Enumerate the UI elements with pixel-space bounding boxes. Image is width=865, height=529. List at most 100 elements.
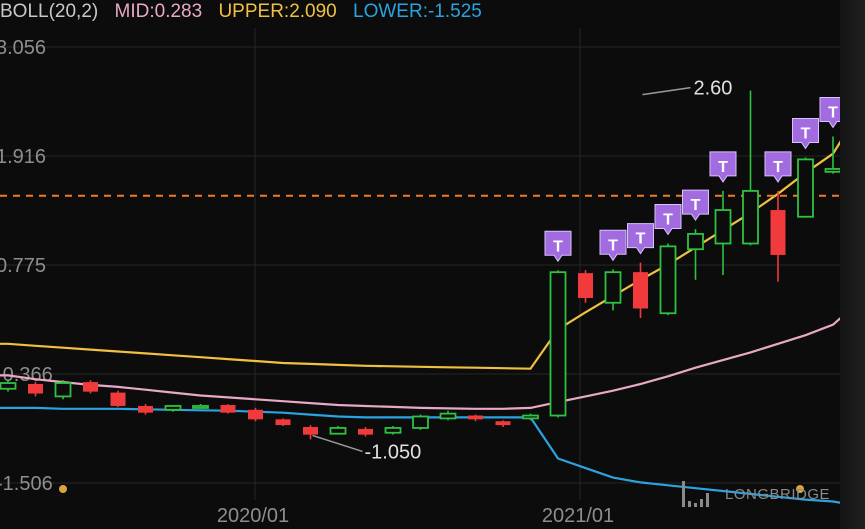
candle-body-down [468, 415, 483, 420]
marker-label: T [801, 125, 811, 142]
candle-body-up [604, 271, 622, 304]
candle [303, 425, 318, 440]
candle-body-up [412, 415, 429, 429]
candle [659, 243, 677, 316]
candle-body-up [522, 414, 539, 420]
trade-marker-icon: T [792, 117, 819, 150]
boll-mid-band-line [0, 313, 846, 410]
watermark-text: LONGBRIDGE [725, 485, 831, 503]
candle [633, 262, 648, 319]
candle [578, 270, 593, 303]
event-dot-icon [796, 485, 804, 493]
candle-body-down [138, 405, 153, 413]
longbridge-bars-icon [682, 481, 709, 507]
candle-body-up [824, 168, 842, 173]
annotation-label: -1.050 [365, 441, 422, 463]
y-tick-label: 1.916 [0, 146, 46, 168]
candle-body-up [329, 427, 347, 435]
candle [549, 270, 567, 418]
longbridge-watermark: LONGBRIDGE [681, 476, 830, 512]
candle [468, 414, 483, 422]
candle-body-down [303, 426, 318, 435]
candle-body-up [714, 209, 732, 245]
right-edge-panel [840, 0, 865, 529]
candle [522, 413, 539, 421]
marker-label: T [718, 159, 728, 176]
candle [110, 390, 126, 407]
candle [275, 418, 291, 427]
trade-marker-icon: T [544, 230, 572, 263]
candle [824, 136, 842, 174]
candle [220, 404, 236, 414]
candle [83, 380, 98, 394]
boll-upper-band-line [0, 133, 846, 370]
candle-body-up [659, 245, 677, 315]
candle-body-down [83, 382, 98, 392]
candle-body-down [28, 383, 43, 394]
candle [164, 405, 182, 412]
candle [192, 404, 209, 409]
candle [687, 229, 704, 280]
candle-body-up [384, 427, 402, 434]
y-tick-label: -1.506 [0, 473, 53, 495]
candle-body-down [633, 272, 648, 309]
boll-upper-value: UPPER:2.090 [218, 1, 337, 22]
y-tick-label: 3.056 [0, 37, 46, 59]
candle-body-up [439, 412, 457, 420]
candle [248, 407, 263, 422]
marker-pin [599, 229, 627, 262]
candle-body-up [742, 190, 759, 245]
marker-label: T [608, 237, 618, 254]
trade-marker-icon: T [709, 151, 737, 183]
marker-pin [654, 203, 682, 236]
candle [358, 426, 373, 437]
candle [54, 380, 72, 400]
marker-pin [792, 117, 819, 150]
marker-label: T [663, 211, 673, 228]
candle [797, 157, 814, 218]
candle-body-up [797, 158, 814, 218]
candle-body-down [220, 405, 236, 413]
candle-body-up [54, 382, 72, 398]
trade-marker-icon: T [682, 189, 709, 222]
candle-body-up [549, 271, 567, 417]
trade-marker-icon: T [599, 229, 627, 262]
marker-label: T [691, 197, 701, 214]
candle [742, 90, 759, 246]
indicator-legend: BOLL(20,2) MID:0.283 UPPER:2.090 LOWER:-… [0, 0, 493, 24]
candle [439, 410, 457, 421]
candle [714, 190, 732, 276]
candle-body-down [358, 428, 373, 435]
candle-body-down [578, 273, 593, 298]
boll-mid-value: MID:0.283 [114, 1, 203, 22]
candle-body-down [110, 392, 126, 406]
marker-label: T [773, 159, 783, 176]
candle [770, 190, 786, 282]
trade-marker-icon: T [654, 203, 682, 236]
x-tick-label: 2021/01 [542, 505, 614, 527]
y-tick-label: 0.775 [0, 255, 46, 277]
candle-body-down [275, 419, 291, 426]
marker-pin [627, 223, 654, 255]
marker-pin [709, 151, 737, 183]
boll-indicator-name[interactable]: BOLL(20,2) [0, 1, 99, 22]
trade-marker-icon: T [627, 223, 654, 255]
marker-label: T [553, 238, 563, 255]
event-dot-icon [59, 485, 67, 493]
candle [495, 420, 511, 427]
candle [604, 269, 622, 311]
candle-body-up [192, 405, 209, 409]
candle-body-up [0, 382, 17, 390]
trade-marker-icon: T [764, 151, 792, 183]
candle-body-up [164, 405, 182, 411]
candle [384, 426, 402, 435]
candle [412, 414, 429, 430]
marker-pin [764, 151, 792, 183]
candle [28, 382, 43, 397]
candle [0, 380, 17, 392]
marker-label: T [828, 104, 838, 121]
candle-body-down [770, 210, 786, 255]
candle [329, 426, 347, 435]
